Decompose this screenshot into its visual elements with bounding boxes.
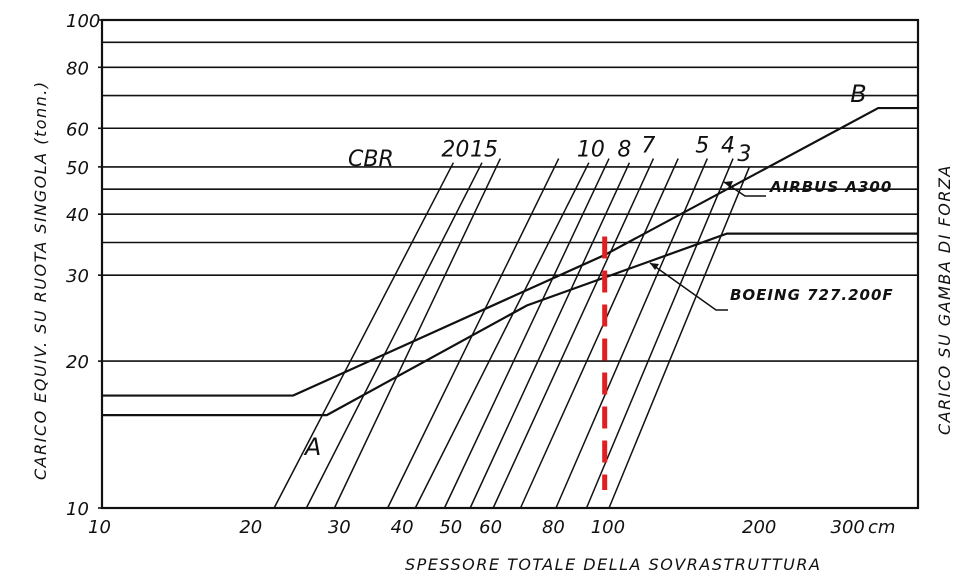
cbr-line-11 bbox=[608, 166, 751, 509]
y-tick-label: 40 bbox=[66, 205, 89, 226]
y-axis-title: CARICO EQUIV. SU RUOTA SINGOLA (tonn.) bbox=[31, 80, 50, 480]
x-tick-label: 80 bbox=[542, 517, 565, 538]
cbr-value-label: 3 bbox=[737, 142, 751, 167]
series-label-boeing: BOEING 727.200F bbox=[730, 286, 894, 304]
x-axis-unit: cm bbox=[868, 517, 895, 538]
cbr-value-label: 7 bbox=[641, 134, 655, 159]
y-tick-label: 100 bbox=[66, 11, 100, 32]
cbr-line-3 bbox=[386, 158, 560, 509]
y-tick-label: 60 bbox=[66, 119, 89, 140]
y-tick-label: 50 bbox=[66, 158, 89, 179]
tick-labels: 10 20 30 40 50 60 80 100 200 300 10 20 30 40 50 60 80 100 bbox=[66, 11, 865, 538]
plot-frame bbox=[100, 18, 920, 510]
y-tick-label: 10 bbox=[66, 499, 89, 520]
cbr-line-5 bbox=[443, 158, 610, 509]
x-tick-label: 50 bbox=[439, 517, 462, 538]
cbr-line-7 bbox=[492, 158, 655, 509]
x-tick-label: 200 bbox=[742, 517, 776, 538]
series-line-1 bbox=[102, 232, 918, 417]
cbr-line-2 bbox=[333, 158, 502, 509]
x-tick-label: 10 bbox=[88, 517, 111, 538]
leader-boeing bbox=[649, 262, 728, 311]
cbr-value-label: 10 bbox=[577, 138, 605, 163]
x-tick-label: 100 bbox=[591, 517, 625, 538]
cbr-line-4 bbox=[414, 162, 590, 509]
y-tick-label: 80 bbox=[66, 58, 89, 79]
cbr-value-label: 8 bbox=[617, 138, 631, 163]
x-tick-label: 60 bbox=[479, 517, 502, 538]
cbr-line-8 bbox=[519, 158, 679, 509]
cbr-label: CBR bbox=[348, 147, 394, 172]
cbr-value-label: 4 bbox=[721, 134, 735, 159]
y-tick-label: 30 bbox=[66, 266, 89, 287]
cbr-line-9 bbox=[555, 158, 708, 509]
cbr-line-6 bbox=[469, 162, 631, 509]
chart-labels: AIRBUS A300 BOEING 727.200F A B bbox=[303, 80, 894, 461]
cbr-value-label: 20 bbox=[441, 138, 469, 163]
series-line-0 bbox=[102, 106, 918, 397]
x-tick-label: 20 bbox=[239, 517, 262, 538]
x-tick-label: 30 bbox=[328, 517, 351, 538]
cbr-line-0 bbox=[273, 162, 455, 509]
point-label-b: B bbox=[850, 80, 866, 108]
leader-airbus bbox=[723, 181, 766, 197]
y-tick-label: 20 bbox=[66, 352, 89, 373]
right-axis-title: CARICO SU GAMBA DI FORZA bbox=[935, 164, 954, 435]
arrowhead-boeing bbox=[650, 263, 659, 270]
cbr-line-10 bbox=[585, 158, 734, 509]
point-label-a: A bbox=[303, 433, 321, 461]
arrowhead-airbus bbox=[724, 181, 733, 188]
cbr-value-label: 15 bbox=[470, 138, 498, 163]
x-tick-label: 300 bbox=[831, 517, 865, 538]
x-axis-title: SPESSORE TOTALE DELLA SOVRASTRUTTURA bbox=[405, 555, 821, 574]
x-tick-label: 40 bbox=[391, 517, 414, 538]
grid bbox=[102, 19, 918, 509]
cbr-line-1 bbox=[305, 162, 483, 509]
series-label-airbus: AIRBUS A300 bbox=[769, 178, 892, 196]
cbr-value-label: 5 bbox=[695, 134, 709, 159]
cbr-lines: 20 15 10 8 7 5 4 3 CBR bbox=[273, 134, 751, 509]
